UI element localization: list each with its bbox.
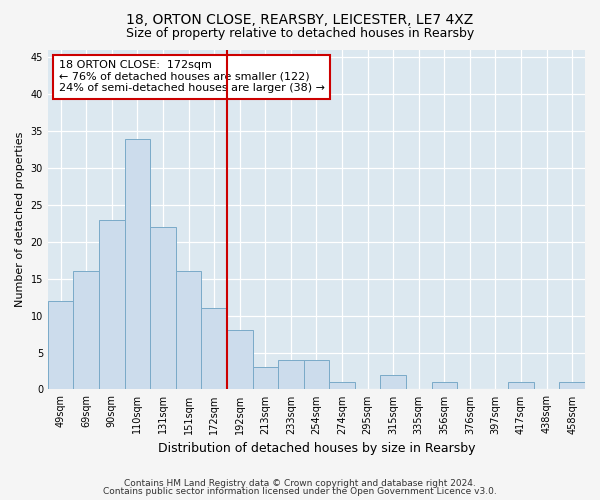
Bar: [253, 368, 278, 390]
Bar: [304, 360, 329, 390]
Text: Size of property relative to detached houses in Rearsby: Size of property relative to detached ho…: [126, 28, 474, 40]
Text: 18, ORTON CLOSE, REARSBY, LEICESTER, LE7 4XZ: 18, ORTON CLOSE, REARSBY, LEICESTER, LE7…: [127, 12, 473, 26]
Bar: [73, 272, 99, 390]
Y-axis label: Number of detached properties: Number of detached properties: [15, 132, 25, 308]
Bar: [431, 382, 457, 390]
Bar: [202, 308, 227, 390]
X-axis label: Distribution of detached houses by size in Rearsby: Distribution of detached houses by size …: [158, 442, 475, 455]
Text: Contains HM Land Registry data © Crown copyright and database right 2024.: Contains HM Land Registry data © Crown c…: [124, 478, 476, 488]
Bar: [329, 382, 355, 390]
Bar: [508, 382, 534, 390]
Bar: [99, 220, 125, 390]
Bar: [559, 382, 585, 390]
Bar: [125, 138, 150, 390]
Bar: [150, 227, 176, 390]
Bar: [278, 360, 304, 390]
Bar: [48, 301, 73, 390]
Bar: [227, 330, 253, 390]
Bar: [176, 272, 202, 390]
Bar: [380, 374, 406, 390]
Text: 18 ORTON CLOSE:  172sqm
← 76% of detached houses are smaller (122)
24% of semi-d: 18 ORTON CLOSE: 172sqm ← 76% of detached…: [59, 60, 325, 94]
Text: Contains public sector information licensed under the Open Government Licence v3: Contains public sector information licen…: [103, 487, 497, 496]
